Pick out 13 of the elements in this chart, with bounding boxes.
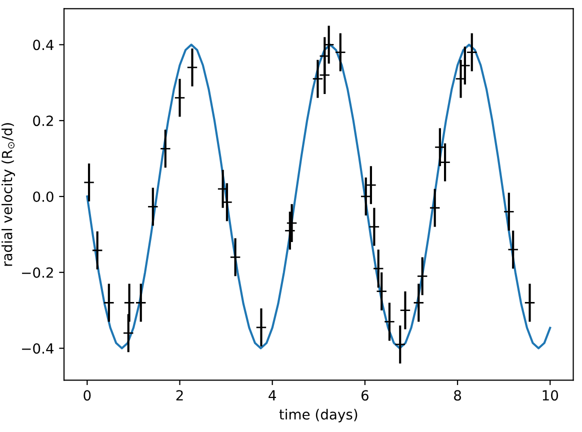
x-tick-label: 8 (454, 390, 461, 401)
x-tick-label: 4 (268, 390, 276, 400)
y-tick-label: −0.4 (22, 343, 54, 354)
x-tick-label: 6 (361, 390, 368, 401)
y-tick-label: 0.0 (33, 191, 54, 202)
y-tick-label: 0.2 (33, 116, 53, 126)
x-tick-label: 10 (542, 390, 558, 401)
y-tick-label: −0.2 (22, 267, 53, 278)
y-axis-title: radial velocity (R$_{⊙}$/d) (2, 123, 15, 266)
x-tick-label: 2 (176, 390, 183, 400)
x-tick-label: 0 (84, 390, 91, 401)
x-axis-title: time (days) (279, 408, 358, 422)
y-tick-label: 0.4 (33, 40, 54, 50)
